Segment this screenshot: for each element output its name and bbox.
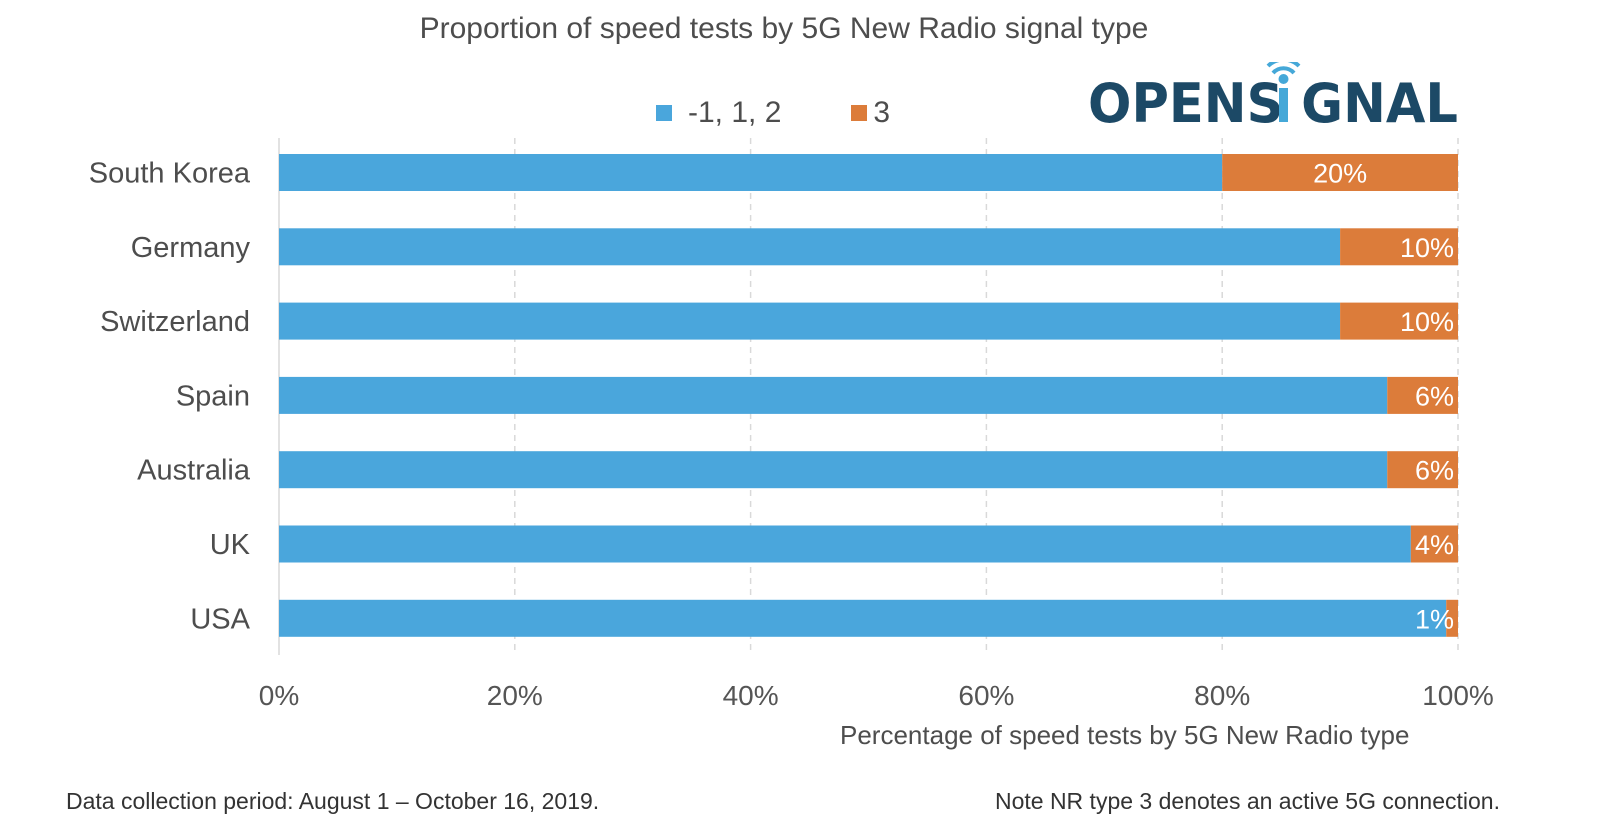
- bar-segment-series-2: [1222, 154, 1458, 191]
- logo-i-dot: [1278, 74, 1289, 84]
- data-label: 10%: [1400, 233, 1454, 263]
- y-category-label: UK: [210, 529, 251, 561]
- x-tick-label: 80%: [1194, 680, 1250, 711]
- svg-text:OPENS GNAL: OPENS GNAL: [1088, 72, 1458, 132]
- opensignal-logo: OPENS GNAL: [1088, 57, 1468, 135]
- legend-label: 3: [873, 96, 891, 129]
- bar-segment-series-1: [279, 154, 1223, 191]
- logo-i-stem: [1279, 88, 1288, 122]
- bar-segment-series-1: [279, 376, 1388, 414]
- footer-note: Note NR type 3 denotes an active 5G conn…: [994, 788, 1500, 814]
- bar-segment-series-1: [279, 302, 1341, 340]
- data-label: 1%: [1415, 604, 1454, 634]
- legend-item-series-1: -1, 1, 2: [656, 96, 781, 130]
- bar-segment-series-1: [279, 228, 1341, 266]
- bar-segment-series-1: [279, 599, 1447, 637]
- bar-segment-series-2: [1387, 451, 1458, 489]
- y-category-label: Germany: [131, 232, 251, 264]
- bar-segment-series-2: [1446, 599, 1458, 637]
- y-category-label: USA: [190, 603, 250, 635]
- x-tick-label: 40%: [723, 680, 779, 711]
- legend-swatch-blue: [656, 105, 672, 121]
- x-tick-label: 100%: [1422, 680, 1494, 711]
- x-axis-label: Percentage of speed tests by 5G New Radi…: [840, 720, 1410, 750]
- logo-graphic: OPENS GNAL: [1088, 57, 1458, 135]
- legend: -1, 1, 2 3: [656, 96, 960, 130]
- data-label: 10%: [1400, 307, 1454, 337]
- legend-item-series-2: 3: [851, 96, 890, 130]
- bar-segment-series-1: [279, 525, 1411, 563]
- data-label: 4%: [1415, 530, 1454, 560]
- x-tick-label: 0%: [259, 680, 299, 711]
- legend-swatch-orange: [851, 105, 868, 121]
- x-tick-label: 20%: [487, 680, 543, 711]
- y-category-label: Switzerland: [100, 306, 250, 338]
- x-tick-label: 60%: [958, 680, 1014, 711]
- legend-label: -1, 1, 2: [688, 96, 782, 129]
- bar-segment-series-2: [1340, 228, 1458, 266]
- footer-data-period: Data collection period: August 1 – Octob…: [66, 788, 600, 814]
- bar-segment-series-1: [279, 451, 1388, 489]
- data-label: 20%: [1313, 159, 1367, 189]
- y-category-label: Australia: [137, 455, 251, 487]
- bar-segment-series-2: [1387, 376, 1458, 414]
- data-label: 6%: [1415, 381, 1454, 411]
- signal-arc-icon: [1271, 66, 1296, 75]
- chart-title: Proportion of speed tests by 5G New Radi…: [419, 12, 1149, 45]
- y-category-label: Spain: [176, 380, 250, 412]
- y-category-label: South Korea: [89, 158, 251, 190]
- bar-segment-series-2: [1340, 302, 1458, 340]
- data-label: 6%: [1415, 456, 1454, 486]
- bar-segment-series-2: [1410, 525, 1458, 563]
